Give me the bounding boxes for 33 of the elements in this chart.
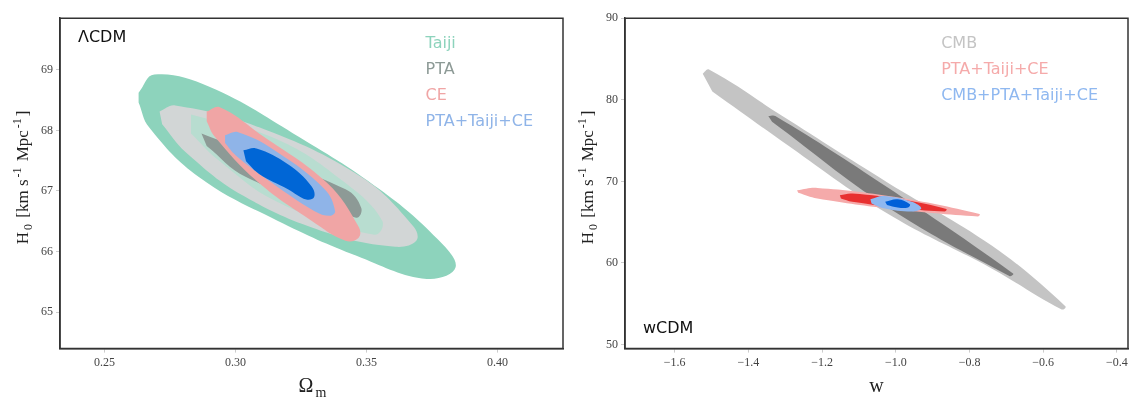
y-tick-label: 80 <box>606 91 618 106</box>
x-tick-label: −1.2 <box>811 354 834 369</box>
text: PTA <box>425 59 455 79</box>
y-tick-label: 70 <box>606 173 618 188</box>
text: PTA+Taiji+CE <box>941 59 1049 79</box>
y-tick-label: 65 <box>41 304 53 319</box>
text: PTA+Taiji+CE <box>425 111 533 131</box>
x-tick-label: 0.30 <box>225 354 247 369</box>
y-axis-title: H0 [km s-1 Mpc-1] <box>10 110 36 245</box>
x-tick-label: −0.6 <box>1032 354 1055 369</box>
text: CMB <box>941 33 978 53</box>
x-tick-label: −0.4 <box>1106 354 1128 369</box>
x-tick-label: 0.25 <box>94 354 116 369</box>
y-tick-label: 69 <box>41 61 53 76</box>
x-tick-label: −1.4 <box>737 354 760 369</box>
x-tick-label: −1.6 <box>663 354 686 369</box>
y-tick-label: 66 <box>41 243 53 258</box>
y-tick-label: 68 <box>41 122 53 137</box>
x-tick-label: 0.40 <box>487 354 509 369</box>
x-tick-label: −1.0 <box>884 354 907 369</box>
x-tick-label: −0.8 <box>958 354 981 369</box>
text: CMB+PTA+Taiji+CE <box>941 85 1098 105</box>
y-tick-label: 90 <box>606 10 618 25</box>
annotation: ΛCDM <box>78 27 127 47</box>
y-axis-title: H0 [km s-1 Mpc-1] <box>575 110 601 245</box>
text: Taiji <box>424 33 456 53</box>
text: CE <box>425 85 447 105</box>
annotation: wCDM <box>643 317 694 337</box>
y-tick-label: 67 <box>41 183 53 198</box>
y-tick-label: 60 <box>606 255 618 270</box>
x-axis-title: w <box>869 374 885 397</box>
y-tick-label: 50 <box>606 336 618 351</box>
x-tick-label: 0.35 <box>356 354 378 369</box>
